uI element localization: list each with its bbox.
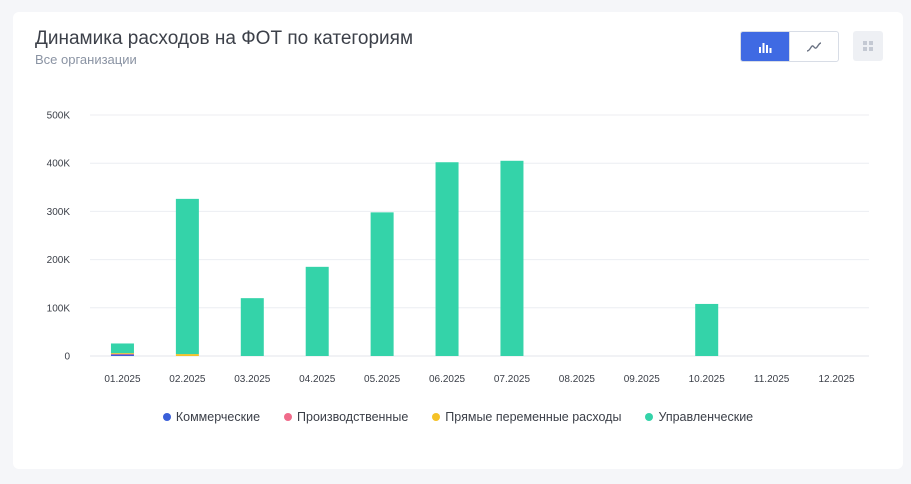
bar-segment[interactable]	[110, 353, 134, 355]
legend-label: Управленческие	[658, 410, 754, 424]
bar-segment[interactable]	[110, 354, 134, 356]
chart-title: Динамика расходов на ФОТ по категориям	[35, 28, 414, 49]
bar-chart: 0 100K 200K 300K 400K 500K 01.2025 02.2025 03.2…	[47, 111, 869, 385]
legend-dot	[162, 413, 171, 421]
y-tick-label: 400K	[47, 159, 71, 170]
bar-segment[interactable]	[500, 160, 524, 356]
y-tick-label: 100K	[47, 303, 71, 314]
chart-card: Динамика расходов на ФОТ по категориям В…	[13, 12, 903, 469]
bar-chart-button[interactable]	[741, 32, 789, 61]
y-tick-label: 500K	[47, 111, 71, 122]
bar-segment[interactable]	[370, 212, 394, 356]
legend-label: Прямые переменные расходы	[445, 410, 622, 424]
y-tick-label: 0	[64, 352, 70, 363]
bar-segment[interactable]	[435, 162, 459, 356]
bar-segment[interactable]	[110, 343, 134, 354]
legend-label: Коммерческие	[175, 410, 261, 424]
line-chart-icon	[806, 41, 821, 52]
x-tick-label: 03.2025	[234, 374, 271, 385]
legend-dot	[284, 413, 293, 421]
x-tick-label: 07.2025	[494, 374, 531, 385]
x-tick-label: 11.2025	[754, 374, 790, 385]
bar-segment[interactable]	[695, 303, 719, 356]
y-tick-label: 300K	[47, 207, 71, 218]
x-tick-label: 08.2025	[559, 374, 596, 385]
grid-view-button[interactable]	[853, 31, 883, 61]
bar-segment[interactable]	[110, 353, 134, 354]
x-tick-label: 12.2025	[818, 374, 855, 385]
x-tick-label: 04.2025	[299, 374, 336, 385]
bar-chart-icon	[759, 42, 772, 53]
legend-item[interactable]: Производственные	[284, 410, 408, 424]
legend-label: Производственные	[297, 410, 409, 424]
x-tick-label: 01.2025	[104, 374, 141, 385]
x-tick-label: 06.2025	[429, 374, 466, 385]
x-tick-label: 02.2025	[169, 374, 206, 385]
legend-item[interactable]: Управленческие	[645, 410, 753, 424]
chart-type-toggle	[740, 31, 839, 62]
legend-item[interactable]: Прямые переменные расходы	[432, 410, 621, 424]
chart-legend: Коммерческие Производственные Прямые перем…	[13, 410, 903, 424]
bar-segment[interactable]	[175, 354, 199, 356]
y-tick-label: 200K	[47, 255, 71, 266]
grid-icon	[863, 41, 873, 51]
x-tick-label: 09.2025	[624, 374, 661, 385]
line-chart-button[interactable]	[789, 32, 837, 61]
legend-dot	[432, 413, 441, 421]
bar-segment[interactable]	[175, 198, 199, 355]
x-tick-label: 10.2025	[689, 374, 726, 385]
bar-segment[interactable]	[240, 298, 264, 356]
x-tick-label: 05.2025	[364, 374, 401, 385]
legend-item[interactable]: Коммерческие	[162, 410, 261, 424]
chart-subtitle: Все организации	[35, 52, 137, 67]
bar-segment[interactable]	[305, 266, 329, 356]
legend-dot	[645, 413, 654, 421]
